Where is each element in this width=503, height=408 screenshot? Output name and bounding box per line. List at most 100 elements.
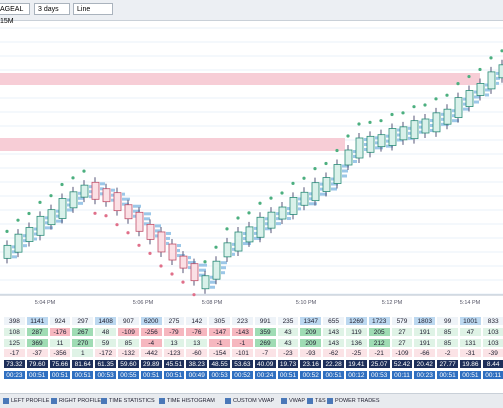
stat-cell: -31 — [459, 348, 482, 359]
stat-cell: 1723 — [367, 316, 391, 326]
profile-bar — [485, 88, 490, 92]
profile-bar — [485, 93, 489, 97]
stat-cell: -2 — [436, 348, 459, 359]
stat-cell: 85 — [436, 326, 459, 337]
profile-bar — [144, 212, 151, 216]
profile-bar — [177, 244, 181, 248]
stat-cell: -176 — [48, 326, 72, 337]
tab[interactable]: CUSTOM VWAP — [224, 397, 274, 406]
candle — [91, 181, 100, 200]
stat-cell: 1001 — [459, 316, 482, 326]
stat-cell: -37 — [25, 348, 49, 359]
style-select[interactable]: Line — [73, 3, 113, 15]
time-label: 5:04 PM — [35, 300, 56, 306]
stat-cell: 00:53 — [208, 370, 231, 380]
stat-cell: 103 — [481, 337, 503, 348]
stat-cell: 00:49 — [185, 370, 209, 380]
stat-cell: 79.60 — [25, 359, 49, 370]
stat-cell: 00:51 — [71, 370, 95, 380]
profile-bar — [166, 241, 169, 245]
profile-bar — [419, 125, 424, 129]
profile-bar — [375, 141, 378, 145]
candle — [476, 83, 485, 96]
stat-cell: 212 — [367, 337, 391, 348]
stat-cell: 23.16 — [299, 359, 323, 370]
stat-cell: 398 — [3, 316, 26, 326]
stat-cell: 00:53 — [367, 370, 391, 380]
profile-bar — [210, 280, 216, 284]
signal-dot — [27, 211, 31, 216]
stat-cell: 287 — [25, 326, 49, 337]
candle — [102, 188, 111, 203]
profile-bar — [232, 242, 237, 246]
candle — [399, 126, 408, 141]
profile-bar — [243, 232, 247, 236]
stat-cell: 209 — [299, 337, 323, 348]
stat-cell: 00:23 — [413, 370, 437, 380]
stat-cell: -25 — [345, 348, 368, 359]
profile-bar — [34, 237, 37, 241]
signal-dot — [214, 245, 218, 249]
stat-cell: 297 — [71, 316, 95, 326]
stat-cell: 00:52 — [299, 370, 323, 380]
signal-dot — [357, 122, 361, 126]
candle — [410, 120, 419, 140]
stat-cell: 53.63 — [231, 359, 254, 370]
tab[interactable]: TIME STATISTICS — [100, 397, 155, 406]
candle — [432, 112, 441, 133]
time-label: 5:10 PM — [296, 300, 317, 306]
stat-cell: 00:51 — [459, 370, 482, 380]
profile-bar — [155, 229, 160, 233]
stat-cell: -17 — [3, 348, 26, 359]
stat-cell: 655 — [322, 316, 345, 326]
stat-cell: 99 — [436, 316, 459, 326]
stat-cell: 13 — [162, 337, 186, 348]
profile-bar — [56, 219, 63, 223]
tab[interactable]: POWER TRADES — [326, 397, 380, 406]
profile-bar — [122, 192, 125, 196]
stat-cell: 00:51 — [276, 370, 300, 380]
stat-cell: 924 — [48, 316, 72, 326]
candle — [124, 204, 133, 220]
profile-bar — [342, 174, 347, 178]
stat-cell: 73.32 — [3, 359, 26, 370]
stat-cell: -143 — [231, 326, 254, 337]
profile-bar — [430, 119, 435, 122]
stat-cell: 61.35 — [94, 359, 117, 370]
stat-cell: -62 — [322, 348, 345, 359]
stat-cell: 29.89 — [139, 359, 163, 370]
stat-cell: 369 — [25, 337, 49, 348]
stat-cell: 48.55 — [208, 359, 231, 370]
profile-bar — [463, 107, 469, 111]
candle — [14, 233, 23, 253]
stat-cell: 75.66 — [48, 359, 72, 370]
period-select[interactable]: 3 days — [34, 3, 70, 15]
candle — [3, 244, 12, 259]
tab[interactable]: TIME HISTOGRAM — [158, 397, 215, 406]
stat-cell: -66 — [413, 348, 437, 359]
signal-dot — [82, 169, 86, 173]
price-chart: 5:04 PM 5:06 PM 5:08 PM 5:10 PM 5:12 PM 5:14 … — [0, 27, 503, 306]
stat-cell: 13 — [185, 337, 209, 348]
stat-cell: 00:51 — [25, 370, 49, 380]
profile-bar — [188, 256, 191, 260]
profile-bar — [23, 239, 28, 243]
stat-cell: 00:23 — [3, 370, 26, 380]
candle — [201, 275, 210, 290]
stat-cell: 81.64 — [71, 359, 95, 370]
candle — [322, 177, 331, 192]
symbol-select[interactable]: AGEAL 15M — [0, 3, 30, 25]
signal-dot — [291, 181, 295, 186]
stat-cell: 205 — [367, 326, 391, 337]
tab[interactable]: RIGHT PROFILE — [50, 397, 101, 406]
tab[interactable]: LEFT PROFILE — [2, 397, 49, 406]
stat-cell: 907 — [117, 316, 140, 326]
stat-cell: 136 — [345, 337, 368, 348]
signal-dot — [313, 167, 317, 171]
tab[interactable]: T&S — [306, 397, 326, 406]
stat-cell: -60 — [185, 348, 209, 359]
tab[interactable]: VWAP — [280, 397, 305, 406]
signal-dot — [489, 56, 493, 60]
profile-bar — [144, 222, 149, 226]
stat-cell: 191 — [413, 337, 437, 348]
